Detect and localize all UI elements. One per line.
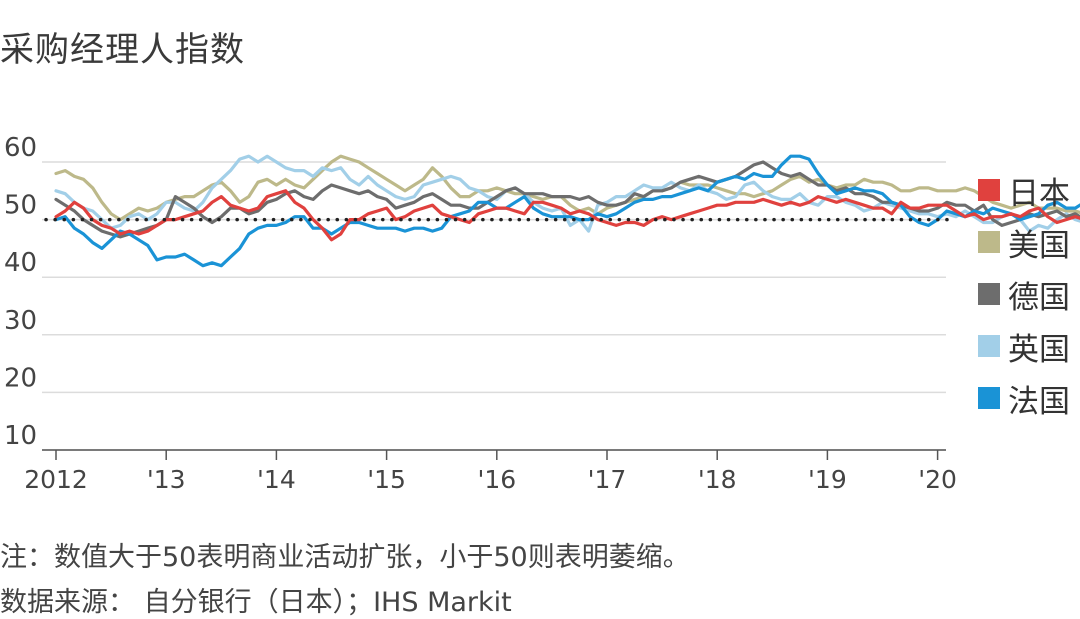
legend-label: 英国 (1008, 331, 1070, 368)
x-tick-label: '16 (477, 465, 516, 494)
legend-label: 法国 (1008, 383, 1070, 420)
y-tick-label: 60 (4, 133, 37, 163)
series-line-法国 (54, 154, 1080, 268)
legend-label: 日本 (1008, 175, 1070, 212)
legend: 日本美国德国英国法国 (978, 164, 1070, 424)
y-tick-label: 20 (4, 363, 37, 393)
x-tick-label: '19 (808, 465, 847, 494)
legend-label: 美国 (1008, 227, 1070, 264)
x-tick-label: '15 (367, 465, 406, 494)
x-tick-label: '13 (147, 465, 186, 494)
series-line-英国 (54, 154, 1080, 233)
legend-swatch (978, 231, 1000, 253)
footnote: 注：数值大于50表明商业活动扩张，小于50则表明萎缩。 (0, 542, 690, 573)
x-tick-label: '14 (257, 465, 296, 494)
legend-swatch (978, 283, 1000, 305)
legend-swatch (978, 179, 1000, 201)
x-tick-label: '20 (918, 465, 957, 494)
legend-item: 英国 (978, 320, 1070, 372)
legend-swatch (978, 335, 1000, 357)
legend-item: 德国 (978, 268, 1070, 320)
legend-item: 日本 (978, 164, 1070, 216)
series-line-日本 (54, 189, 1080, 242)
y-tick-label: 50 (4, 191, 37, 221)
x-tick-label: '17 (588, 465, 627, 494)
series-line-德国 (54, 160, 1080, 239)
source-note: 数据来源： 自分银行（日本）；IHS Markit (0, 587, 512, 618)
chart-title: 采购经理人指数 (0, 30, 245, 70)
legend-swatch (978, 387, 1000, 409)
series-line-美国 (54, 154, 1080, 222)
y-tick-label: 30 (4, 306, 37, 336)
x-tick-label: '18 (698, 465, 737, 494)
x-tick-label: 2012 (24, 465, 88, 494)
legend-item: 美国 (978, 216, 1070, 268)
y-tick-label: 10 (4, 421, 37, 451)
legend-label: 德国 (1008, 279, 1070, 316)
legend-item: 法国 (978, 372, 1070, 424)
y-tick-label: 40 (4, 248, 37, 278)
